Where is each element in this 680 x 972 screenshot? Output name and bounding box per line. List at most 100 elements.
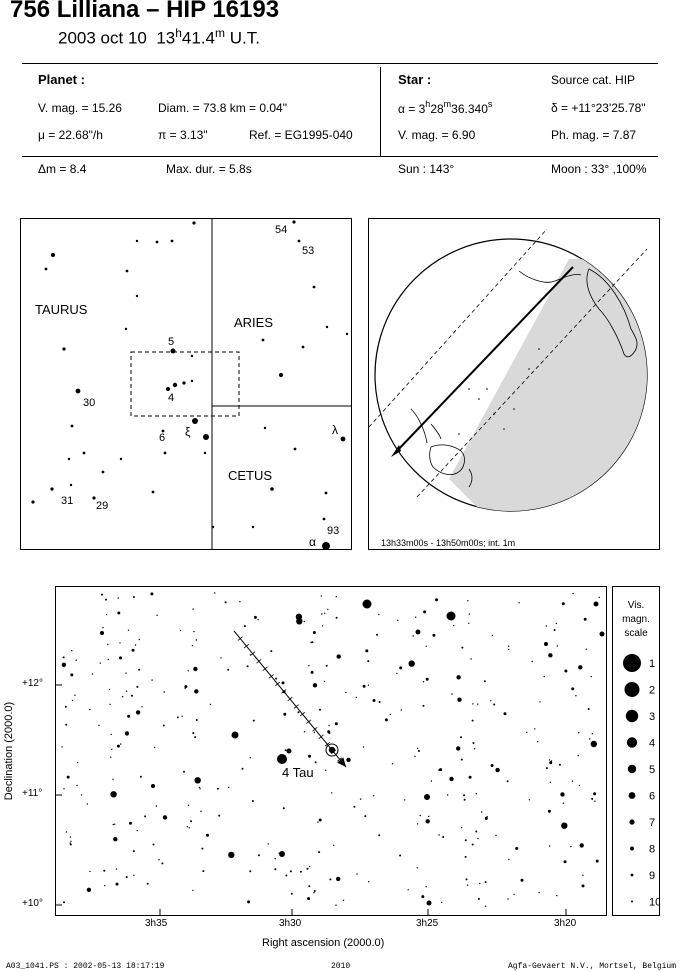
field-star bbox=[438, 834, 440, 836]
field-star bbox=[464, 839, 467, 842]
bright-field-star bbox=[286, 748, 292, 754]
x-tick-label-3h20: 3h20 bbox=[554, 918, 577, 929]
field-star bbox=[308, 885, 311, 888]
field-star bbox=[449, 776, 454, 782]
field-star bbox=[581, 884, 585, 888]
field-star bbox=[70, 840, 72, 843]
finder-star bbox=[190, 354, 194, 358]
field-star bbox=[249, 757, 251, 759]
magnitude-dot-7 bbox=[629, 819, 635, 825]
field-star bbox=[463, 798, 466, 801]
field-star bbox=[549, 781, 551, 783]
field-star bbox=[404, 799, 406, 801]
main-chart-region-box bbox=[130, 351, 240, 417]
star-right-ascension: α = 3h28m36.340s bbox=[398, 99, 492, 116]
planet-parallax: π = 3.13" bbox=[158, 128, 208, 142]
field-star bbox=[391, 763, 394, 765]
y-tick-label-12: +12° bbox=[22, 678, 43, 689]
field-star bbox=[127, 714, 131, 718]
field-star bbox=[129, 821, 132, 825]
finder-star bbox=[70, 424, 74, 428]
field-star bbox=[193, 630, 195, 633]
field-star bbox=[460, 758, 463, 761]
field-star bbox=[442, 836, 445, 838]
field-star bbox=[556, 894, 558, 897]
field-star bbox=[593, 792, 597, 796]
planet-motion: μ = 22.68"/h bbox=[38, 128, 103, 142]
field-star bbox=[484, 816, 488, 820]
magnitude-label-4: 4 bbox=[649, 738, 655, 750]
field-star bbox=[367, 684, 370, 686]
field-star bbox=[328, 732, 331, 734]
field-star bbox=[65, 831, 68, 833]
field-star bbox=[578, 732, 580, 734]
finder-star bbox=[322, 542, 330, 550]
field-star bbox=[64, 705, 67, 708]
finder-star bbox=[261, 338, 265, 342]
field-star bbox=[108, 688, 111, 691]
finder-star bbox=[322, 517, 326, 521]
magnitude-label-7: 7 bbox=[649, 817, 655, 829]
magnitude-scale-canvas: 1 2 3 4 5 6 7 8 9 10 bbox=[623, 654, 659, 909]
field-star bbox=[425, 819, 430, 824]
bright-field-star bbox=[593, 601, 599, 607]
star-label-lambda: λ bbox=[332, 423, 338, 437]
constellation-taurus: TAURUS bbox=[35, 302, 88, 317]
field-star bbox=[464, 855, 467, 858]
field-star bbox=[184, 685, 188, 689]
field-star bbox=[378, 834, 381, 837]
star-label-6: 6 bbox=[159, 432, 165, 444]
field-star bbox=[187, 670, 189, 672]
hour-unit: h bbox=[175, 26, 182, 40]
field-star bbox=[362, 684, 366, 688]
field-star bbox=[590, 675, 592, 678]
magnitude-scale: Vis. magn. scale 1 2 3 4 5 6 7 8 9 10 bbox=[612, 586, 660, 916]
field-star bbox=[334, 722, 338, 726]
field-star bbox=[467, 600, 469, 602]
field-star bbox=[560, 792, 565, 797]
field-star bbox=[328, 724, 330, 727]
star-label-30: 30 bbox=[83, 397, 95, 409]
bright-field-star bbox=[415, 629, 421, 635]
ra-seconds: 36.340 bbox=[451, 102, 488, 116]
field-star bbox=[76, 761, 79, 764]
field-star bbox=[561, 822, 568, 829]
field-star bbox=[543, 675, 545, 678]
field-star bbox=[228, 851, 235, 859]
field-star bbox=[63, 788, 65, 790]
field-star bbox=[495, 767, 500, 773]
bright-field-star bbox=[446, 611, 456, 621]
field-star bbox=[506, 780, 509, 783]
field-star bbox=[310, 670, 314, 674]
field-star bbox=[187, 804, 190, 806]
field-star bbox=[553, 629, 556, 631]
field-star bbox=[71, 699, 74, 702]
field-star bbox=[105, 613, 108, 616]
field-star bbox=[152, 843, 155, 846]
field-star bbox=[355, 696, 357, 699]
field-star bbox=[105, 598, 107, 601]
field-star bbox=[252, 719, 255, 722]
field-star bbox=[423, 610, 427, 614]
target-star-ring bbox=[325, 743, 339, 757]
field-star bbox=[470, 658, 472, 660]
field-star bbox=[335, 904, 337, 906]
field-star bbox=[116, 744, 120, 748]
field-star bbox=[295, 613, 303, 620]
star-label-53: 53 bbox=[302, 245, 314, 257]
field-star bbox=[463, 794, 466, 797]
field-star bbox=[251, 800, 254, 802]
finder-star bbox=[170, 348, 176, 354]
field-star bbox=[563, 860, 567, 864]
field-star bbox=[124, 731, 130, 736]
constellation-boundaries bbox=[211, 219, 351, 549]
field-star bbox=[131, 648, 135, 652]
field-star bbox=[218, 814, 221, 817]
field-star bbox=[130, 694, 133, 697]
bright-field-star bbox=[231, 731, 239, 739]
field-star bbox=[101, 593, 103, 596]
field-star bbox=[368, 881, 370, 883]
field-star bbox=[428, 815, 430, 818]
field-star bbox=[335, 596, 337, 598]
field-star bbox=[246, 665, 249, 668]
